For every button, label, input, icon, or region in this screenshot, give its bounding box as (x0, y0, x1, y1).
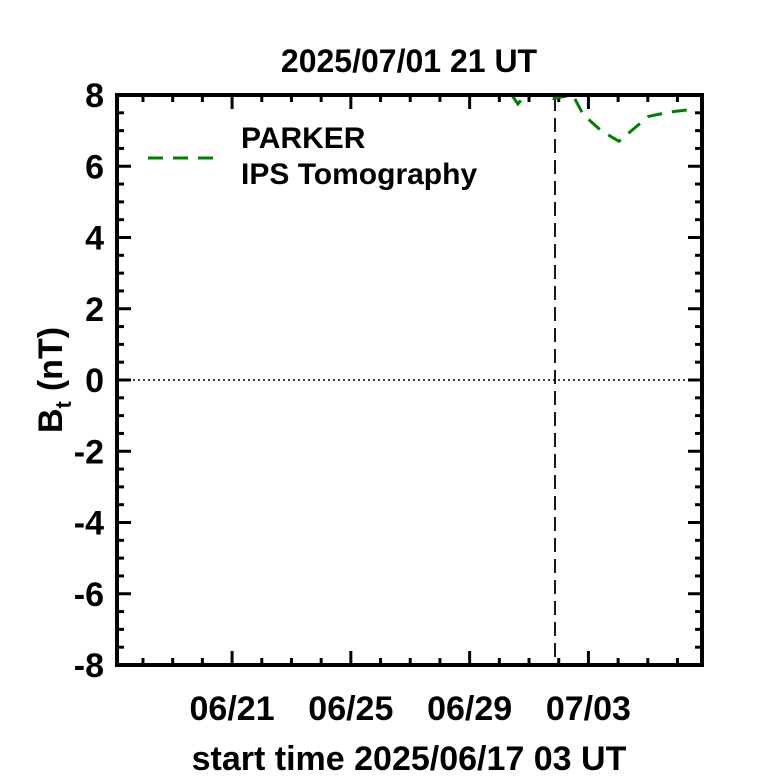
y-axis-label: Bt (nT) (32, 327, 76, 433)
x-axis-label: start time 2025/06/17 03 UT (192, 740, 627, 778)
series-line-ips-tomography (510, 93, 694, 144)
y-tick-labels: 8 6 4 2 0 -2 -4 -6 -8 (74, 77, 104, 685)
plot-frame (115, 93, 704, 667)
y-axis-label-subscript: t (51, 400, 76, 408)
x-tick-label: 06/25 (308, 690, 393, 728)
x-tick-labels: 06/21 06/25 06/29 07/03 (190, 690, 631, 728)
y-tick-label: -4 (74, 505, 104, 543)
y-axis-label-unit: (nT) (32, 327, 70, 391)
chart-title: 2025/07/01 21 UT (281, 43, 538, 79)
x-tick-label: 07/03 (546, 690, 631, 728)
series-layer (510, 93, 694, 144)
y-tick-label: 8 (85, 77, 104, 115)
y-tick-label: -6 (74, 576, 104, 614)
y-tick-label: 0 (85, 362, 104, 400)
legend-title: PARKER (241, 122, 366, 155)
y-axis-label-symbol: B (32, 408, 70, 433)
y-tick-label: 6 (85, 148, 104, 186)
y-tick-label: 4 (85, 220, 104, 258)
legend-entry-ips-tomography: IPS Tomography (241, 158, 477, 191)
legend: PARKER IPS Tomography (148, 122, 477, 191)
y-tick-label: 2 (85, 291, 104, 329)
x-tick-label: 06/21 (190, 690, 275, 728)
y-tick-label: -8 (74, 647, 104, 685)
x-tick-label: 06/29 (427, 690, 512, 728)
y-tick-label: -2 (74, 433, 104, 471)
